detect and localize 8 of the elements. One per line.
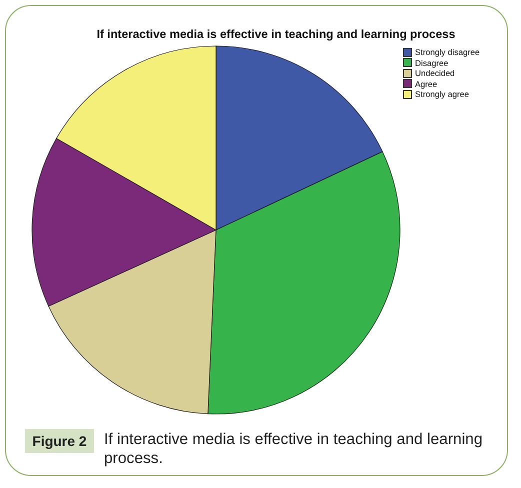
legend-label: Disagree: [415, 58, 448, 68]
legend-label: Agree: [415, 78, 438, 89]
legend-label: Undecided: [415, 68, 455, 78]
caption: Figure 2: [25, 429, 94, 453]
legend-label: Strongly agree: [415, 89, 469, 100]
legend-label: Strongly disagree: [415, 47, 480, 58]
chart-title: If interactive media is effective in teaching and learning process: [96, 27, 456, 41]
text: If interactive media is effective in teaching and learning process.: [104, 430, 484, 468]
